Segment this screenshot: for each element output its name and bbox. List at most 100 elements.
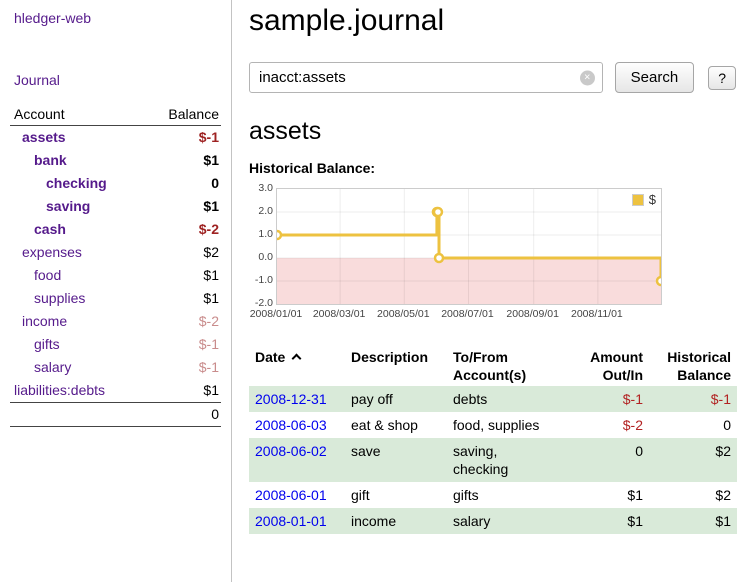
chart-plot-area: $ — [276, 188, 662, 305]
sidebar-account-link[interactable]: assets — [22, 129, 66, 145]
sidebar-account-link[interactable]: expenses — [22, 244, 82, 260]
sidebar-account-balance: $-2 — [198, 313, 219, 329]
sidebar-account-balance: $-1 — [198, 129, 219, 145]
transaction-amount: $1 — [627, 513, 643, 529]
sidebar-account-cell: salary — [10, 356, 143, 379]
y-axis-tick-label: 3.0 — [258, 182, 273, 194]
transaction-date-cell: 2008-01-01 — [249, 508, 345, 534]
x-axis-tick-label: 2008/07/01 — [441, 308, 494, 320]
register-row: 2008-12-31 pay off debts $-1 $-1 — [249, 386, 737, 412]
historical-balance-chart: $ 2008/01/01 2008/03/01 2008/05/01 2008/07/… — [249, 182, 663, 322]
sidebar-account-cell: supplies — [10, 287, 143, 310]
sidebar-account-link[interactable]: income — [22, 313, 68, 329]
account-balances-table: Account Balance assets $-1 bank $1 checking 0… — [10, 106, 221, 427]
sidebar-account-link[interactable]: gifts — [34, 336, 60, 352]
account-heading: assets — [249, 117, 322, 145]
y-axis-tick-label: 0.0 — [258, 251, 273, 263]
x-axis-tick-label: 2008/01/01 — [249, 308, 303, 320]
sidebar-account-balance: $1 — [203, 290, 219, 306]
sidebar-account-link[interactable]: salary — [34, 359, 72, 375]
sidebar-account-row: salary $-1 — [10, 356, 221, 379]
transaction-date-cell: 2008-06-03 — [249, 412, 345, 438]
transaction-accounts: debts — [453, 391, 488, 407]
total-row-spacer — [10, 402, 144, 427]
sidebar-account-link[interactable]: bank — [34, 152, 67, 168]
app-title-link[interactable]: hledger-web — [14, 10, 92, 26]
transaction-accounts: gifts — [453, 487, 479, 503]
transaction-date-cell: 2008-12-31 — [249, 386, 345, 412]
transaction-date-link[interactable]: 2008-06-02 — [255, 443, 327, 459]
transaction-description: income — [351, 513, 397, 529]
register-table: Date Description To/From Account(s) Amou… — [249, 346, 737, 534]
sidebar-account-cell: food — [10, 264, 143, 287]
y-axis-tick-label: -2.0 — [254, 297, 273, 309]
register-row: 2008-01-01 income salary $1 $1 — [249, 508, 737, 534]
sidebar-account-cell: liabilities:debts — [10, 379, 143, 403]
y-axis-tick-label: 2.0 — [258, 205, 273, 217]
transaction-accounts: food, supplies — [453, 417, 540, 433]
chart-title: Historical Balance: — [249, 160, 376, 176]
y-axis-tick-label: 1.0 — [258, 228, 273, 240]
transaction-date-link[interactable]: 2008-06-03 — [255, 417, 327, 433]
sidebar-account-row: supplies $1 — [10, 287, 221, 310]
sidebar-account-balance: $-2 — [198, 221, 219, 237]
y-axis-tick-label: -1.0 — [254, 274, 273, 286]
sidebar-account-link[interactable]: cash — [34, 221, 66, 237]
sidebar-account-link[interactable]: supplies — [34, 290, 86, 306]
sidebar-account-link[interactable]: saving — [46, 198, 91, 214]
date-column-header[interactable]: Date — [249, 346, 345, 386]
sidebar-account-cell: assets — [10, 126, 143, 150]
transaction-accounts: saving, checking — [453, 443, 509, 477]
transaction-amount: $-2 — [622, 417, 643, 433]
transaction-date-link[interactable]: 2008-12-31 — [255, 391, 327, 407]
x-axis-tick-label: 2008/09/01 — [506, 308, 559, 320]
sidebar-account-row: assets $-1 — [10, 126, 221, 150]
x-axis-tick-label: 2008/05/01 — [377, 308, 430, 320]
sidebar-account-link[interactable]: liabilities:debts — [14, 382, 106, 398]
sidebar-account-cell: income — [10, 310, 143, 333]
transaction-balance: 0 — [723, 417, 731, 433]
sidebar-account-balance: $1 — [203, 382, 219, 398]
balance-column-header: Balance — [143, 106, 221, 126]
sidebar-account-balance: $1 — [203, 198, 219, 214]
description-column-header: Description — [351, 349, 429, 365]
historical-balance-column-header: Historical Balance — [667, 349, 731, 383]
sidebar-account-row: expenses $2 — [10, 241, 221, 264]
transaction-date-cell: 2008-06-01 — [249, 482, 345, 508]
sidebar-account-cell: expenses — [10, 241, 143, 264]
register-row: 2008-06-03 eat & shop food, supplies $-2 0 — [249, 412, 737, 438]
transaction-description: gift — [351, 487, 370, 503]
transaction-description: pay off — [351, 391, 393, 407]
journal-link[interactable]: Journal — [14, 72, 60, 88]
sidebar-account-link[interactable]: checking — [46, 175, 107, 191]
search-button[interactable]: Search — [614, 62, 695, 93]
search-form: × Search ? — [249, 62, 736, 93]
sidebar-account-link[interactable]: food — [34, 267, 62, 283]
help-button[interactable]: ? — [708, 65, 736, 90]
sidebar-account-row: checking 0 — [10, 172, 221, 195]
sidebar-account-row: cash $-2 — [10, 218, 221, 241]
main-content: sample.journal × Search ? assets Histori… — [233, 0, 742, 582]
transaction-date-link[interactable]: 2008-01-01 — [255, 513, 327, 529]
register-row: 2008-06-01 gift gifts $1 $2 — [249, 482, 737, 508]
transaction-amount: $1 — [627, 487, 643, 503]
sidebar-account-cell: cash — [10, 218, 143, 241]
sidebar-account-row: income $-2 — [10, 310, 221, 333]
register-row: 2008-06-02 save saving, checking 0 $2 — [249, 438, 737, 482]
transaction-date-link[interactable]: 2008-06-01 — [255, 487, 327, 503]
search-input[interactable] — [249, 62, 603, 93]
register-header-row: Date Description To/From Account(s) Amou… — [249, 346, 737, 386]
transaction-balance: $1 — [715, 513, 731, 529]
total-row: 0 — [10, 402, 221, 427]
sidebar-account-row: food $1 — [10, 264, 221, 287]
sidebar-account-balance: $1 — [203, 152, 219, 168]
legend-label: $ — [648, 192, 656, 207]
transaction-accounts: salary — [453, 513, 491, 529]
transaction-description: eat & shop — [351, 417, 418, 433]
sidebar: hledger-web Journal Account Balance asse… — [0, 0, 232, 582]
sidebar-account-cell: gifts — [10, 333, 143, 356]
sidebar-account-balance: $1 — [203, 267, 219, 283]
clear-search-icon[interactable]: × — [579, 70, 595, 85]
page-title: sample.journal — [249, 4, 445, 37]
